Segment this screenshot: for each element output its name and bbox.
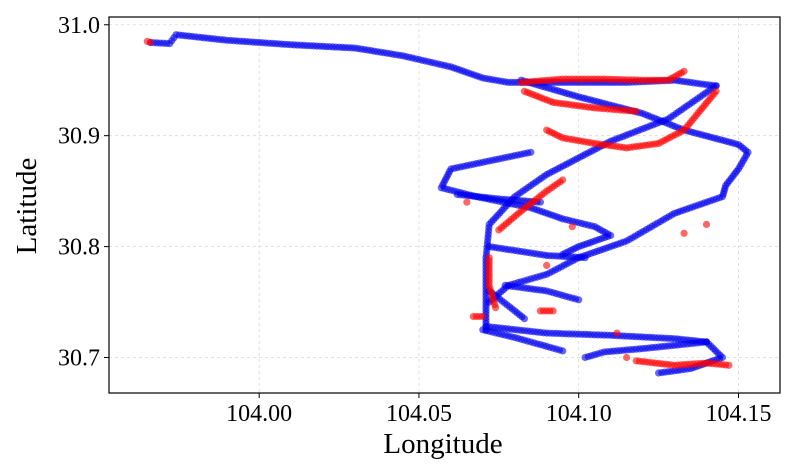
y-tick-label: 30.8 [58,235,100,261]
red-point [623,353,631,362]
red-point [479,312,487,321]
x-tick-label: 104.10 [546,401,612,427]
red-point [613,329,621,337]
x-axis: 104.00 104.05 104.10 104.15 [226,393,771,427]
red-point [463,198,471,206]
red-point [146,38,155,47]
x-axis-label: Longitude [383,428,502,460]
red-point [680,229,688,237]
data-points [143,31,752,377]
y-tick-label: 31.0 [58,13,100,39]
blue-point [559,347,567,355]
x-tick-label: 104.00 [226,401,292,427]
x-tick-label: 104.15 [705,401,771,427]
red-point [680,67,688,75]
red-point [549,307,557,315]
blue-point [655,369,663,377]
red-point [559,176,567,184]
x-tick-label: 104.05 [386,401,452,427]
red-point [702,220,711,228]
red-point [725,361,733,369]
y-axis: 30.7 30.8 30.9 31.0 [58,13,109,372]
red-point [492,304,500,312]
blue-point [520,315,529,323]
blue-point [581,353,589,362]
red-point [543,261,551,269]
blue-point [581,254,589,262]
y-axis-label: Latitude [11,158,43,255]
blue-point [575,296,583,304]
red-point [568,223,576,231]
red-point [632,107,640,115]
red-point [712,87,720,95]
plot-frame [108,16,781,394]
y-tick-label: 30.7 [58,346,100,372]
y-tick-label: 30.9 [58,124,100,150]
